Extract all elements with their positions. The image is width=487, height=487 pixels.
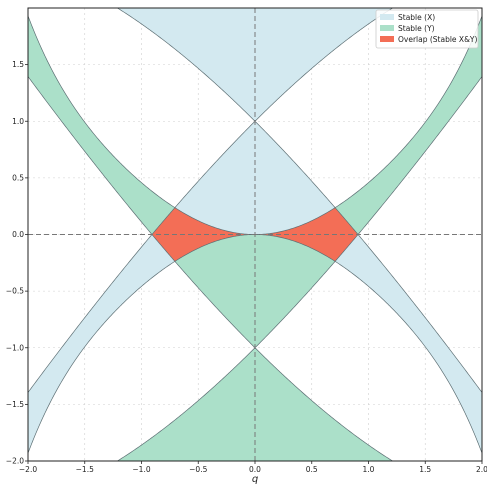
y-tick-label-4: 0.0: [12, 230, 24, 239]
legend: Stable (X) Stable (Y) Overlap (Stable X&…: [375, 9, 479, 49]
reference-lines: [28, 8, 482, 461]
legend-swatch-stable-x: [380, 14, 394, 20]
legend-label-stable-x: Stable (X): [398, 13, 435, 22]
y-tick-label-1: −1.5: [6, 400, 24, 409]
x-tick-label-7: 1.5: [419, 465, 431, 474]
x-axis-label: q: [252, 474, 258, 485]
x-axis-ticks: −2.0 −1.5 −1.0 −0.5 0.0 0.5 1.0 1.5 2.0: [19, 461, 487, 474]
y-axis-ticks: −2.0 −1.5 −1.0 −0.5 0.0 0.5 1.0 1.5: [6, 60, 28, 466]
stable-x-region: [28, 8, 482, 454]
legend-label-overlap: Overlap (Stable X&Y): [398, 35, 477, 44]
x-tick-label-3: −0.5: [189, 465, 207, 474]
x-tick-label-4: 0.0: [249, 465, 261, 474]
x-tick-label-0: −2.0: [19, 465, 37, 474]
legend-swatch-stable-y: [380, 25, 394, 31]
legend-swatch-overlap: [380, 36, 394, 42]
legend-box: [375, 9, 479, 49]
legend-label-stable-y: Stable (Y): [398, 24, 435, 33]
y-tick-label-3: −0.5: [6, 287, 24, 296]
stable-y-region: [28, 15, 482, 461]
x-tick-label-2: −1.0: [132, 465, 150, 474]
y-tick-label-0: −2.0: [6, 457, 24, 466]
x-tick-label-8: 2.0: [476, 465, 487, 474]
x-tick-label-6: 1.0: [363, 465, 375, 474]
x-tick-label-5: 0.5: [306, 465, 318, 474]
y-tick-label-6: 1.0: [12, 117, 24, 126]
y-tick-label-2: −1.0: [6, 343, 24, 352]
y-tick-label-5: 0.5: [12, 173, 24, 182]
x-tick-label-1: −1.5: [76, 465, 94, 474]
y-tick-label-7: 1.5: [12, 60, 24, 69]
